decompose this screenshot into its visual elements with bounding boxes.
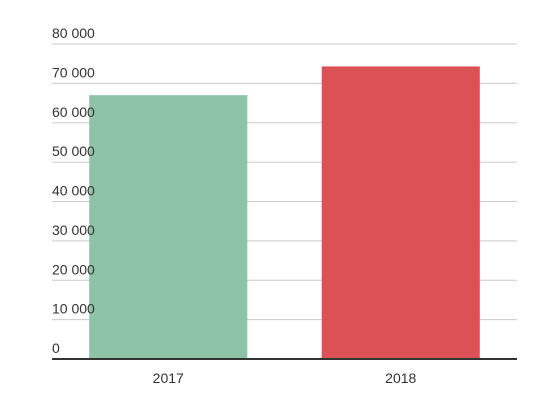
y-tick-label: 0 [52,340,60,356]
y-tick-label: 40 000 [52,183,95,199]
x-tick-label: 2018 [385,370,416,386]
y-tick-label: 20 000 [52,261,95,277]
x-tick-labels: 2017 2018 [153,370,417,386]
y-tick-label: 70 000 [52,64,95,80]
x-tick-label: 2017 [153,370,184,386]
y-tick-label: 80 000 [52,25,95,41]
y-tick-labels: 0 10 000 20 000 30 000 40 000 50 000 60 000 70 … [52,25,95,356]
y-tick-label: 10 000 [52,301,95,317]
y-tick-label: 50 000 [52,143,95,159]
y-tick-label: 30 000 [52,222,95,238]
bars [89,66,480,359]
y-tick-label: 60 000 [52,104,95,120]
bar-2017 [89,95,248,359]
bar-2018 [321,66,480,359]
